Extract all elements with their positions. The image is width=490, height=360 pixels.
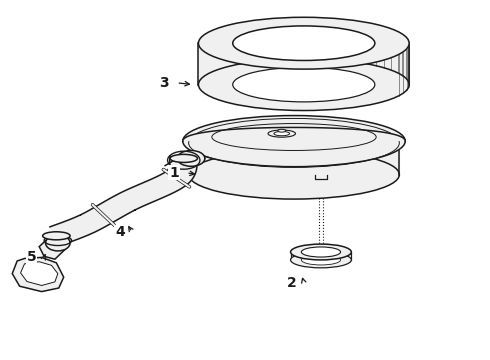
Ellipse shape bbox=[233, 26, 375, 60]
Text: 5: 5 bbox=[27, 251, 37, 264]
Text: 2: 2 bbox=[287, 276, 296, 289]
Ellipse shape bbox=[291, 244, 351, 260]
Ellipse shape bbox=[301, 255, 341, 265]
Polygon shape bbox=[21, 262, 58, 285]
Text: 1: 1 bbox=[169, 166, 179, 180]
Ellipse shape bbox=[268, 130, 295, 137]
Ellipse shape bbox=[301, 247, 341, 257]
Polygon shape bbox=[291, 252, 351, 260]
Ellipse shape bbox=[198, 59, 409, 111]
Polygon shape bbox=[50, 156, 197, 245]
Polygon shape bbox=[183, 127, 405, 141]
Ellipse shape bbox=[189, 150, 399, 199]
Ellipse shape bbox=[43, 232, 70, 240]
Ellipse shape bbox=[278, 129, 286, 132]
Ellipse shape bbox=[183, 116, 405, 167]
Ellipse shape bbox=[170, 154, 197, 162]
Ellipse shape bbox=[274, 131, 290, 136]
Polygon shape bbox=[189, 144, 399, 175]
Ellipse shape bbox=[291, 252, 351, 268]
Text: 3: 3 bbox=[159, 76, 169, 90]
Ellipse shape bbox=[46, 235, 70, 251]
Polygon shape bbox=[198, 43, 409, 85]
Polygon shape bbox=[39, 235, 69, 259]
Ellipse shape bbox=[198, 17, 409, 69]
Ellipse shape bbox=[233, 67, 375, 102]
Ellipse shape bbox=[177, 150, 205, 166]
Text: 4: 4 bbox=[115, 225, 125, 239]
Polygon shape bbox=[12, 257, 64, 292]
